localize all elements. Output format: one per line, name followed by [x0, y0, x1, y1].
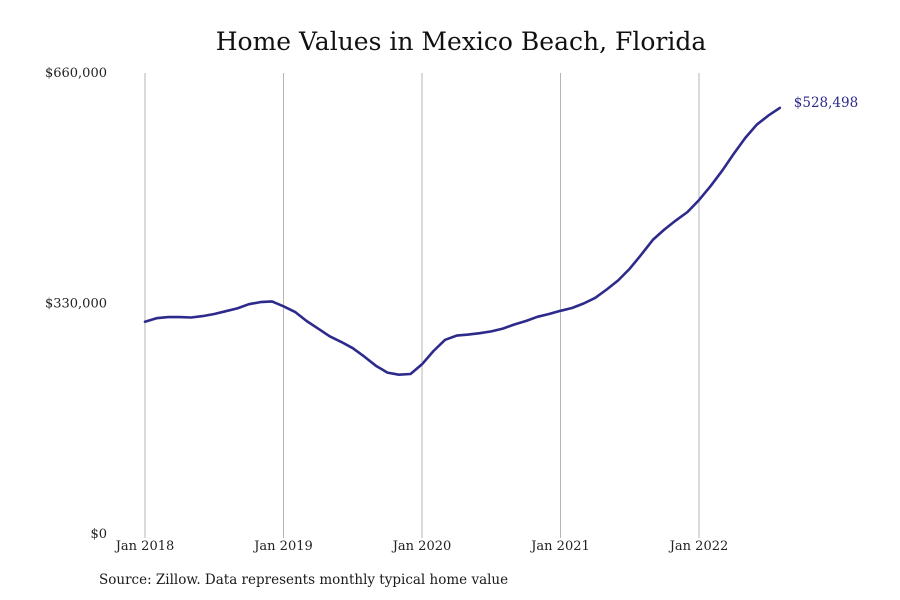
grid-lines — [144, 73, 700, 538]
y-tick-label: $0 — [90, 527, 107, 542]
y-tick-label: $330,000 — [45, 297, 107, 312]
chart-title: Home Values in Mexico Beach, Florida — [215, 27, 707, 56]
y-axis-ticks: $0 $330,000 $660,000 — [45, 66, 107, 542]
x-tick-label: Jan 2020 — [391, 539, 452, 554]
series-layer: $528,498 — [143, 95, 858, 376]
x-tick-label: Jan 2022 — [668, 539, 729, 554]
x-tick-label: Jan 2019 — [252, 539, 313, 554]
end-value-label: $528,498 — [794, 95, 858, 111]
series-line — [143, 106, 782, 376]
x-axis-ticks: Jan 2018 Jan 2019 Jan 2020 Jan 2021 Jan 2022 — [114, 539, 729, 554]
x-tick-label: Jan 2018 — [114, 539, 175, 554]
x-tick-label: Jan 2021 — [529, 539, 590, 554]
y-tick-label: $660,000 — [45, 66, 107, 81]
source-note: Source: Zillow. Data represents monthly … — [99, 572, 509, 588]
